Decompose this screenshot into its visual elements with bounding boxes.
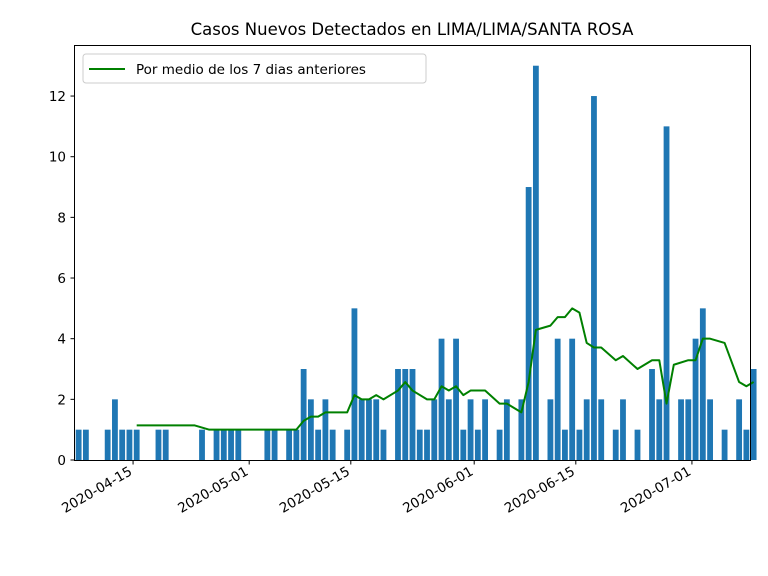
bar <box>598 399 605 460</box>
y-axis: 0 2 4 6 8 10 12 <box>49 89 75 469</box>
bar <box>438 338 445 460</box>
bar <box>431 399 438 460</box>
bar <box>554 338 561 460</box>
legend: Por medio de los 7 dias anteriores <box>82 53 427 84</box>
bar <box>736 399 743 460</box>
bar <box>213 429 220 460</box>
bar <box>685 399 692 460</box>
bar <box>649 369 655 460</box>
bar <box>322 399 329 460</box>
bar <box>373 399 380 460</box>
bar <box>358 399 365 460</box>
bar-series <box>75 65 757 461</box>
bar <box>402 369 409 460</box>
bar <box>424 429 430 460</box>
bar <box>75 429 82 460</box>
bar <box>162 429 169 460</box>
bar <box>634 429 641 460</box>
y-tick-label: 10 <box>49 150 66 166</box>
bar <box>344 429 351 460</box>
y-tick-label: 8 <box>57 210 66 226</box>
bar <box>286 429 293 460</box>
bar <box>750 369 757 460</box>
bar <box>220 429 227 460</box>
bar <box>351 308 358 460</box>
y-tick-label: 2 <box>57 392 66 408</box>
bar <box>707 399 713 460</box>
bar <box>453 338 459 460</box>
bar <box>467 399 474 460</box>
bar <box>612 429 619 460</box>
bar <box>525 187 532 460</box>
bar <box>547 399 554 460</box>
y-tick-label: 4 <box>57 332 66 348</box>
bar <box>82 429 89 460</box>
bar <box>104 429 111 460</box>
bar <box>293 429 300 460</box>
y-tick-label: 6 <box>57 271 66 287</box>
bar <box>532 65 539 461</box>
bar <box>228 429 234 460</box>
bar <box>395 369 401 460</box>
bar <box>155 429 162 460</box>
bar <box>315 429 322 460</box>
bar <box>678 399 684 460</box>
bar <box>133 429 140 460</box>
bar <box>474 429 481 460</box>
bar <box>699 308 706 460</box>
bar <box>663 126 670 461</box>
bar <box>199 429 205 460</box>
bar <box>300 369 307 460</box>
bar <box>482 399 488 460</box>
bar <box>329 429 336 460</box>
bar <box>112 399 118 460</box>
bar <box>721 429 728 460</box>
bar <box>620 399 626 460</box>
bar <box>264 429 271 460</box>
bar <box>271 429 278 460</box>
bar <box>366 399 372 460</box>
chart-title: Casos Nuevos Detectados en LIMA/LIMA/SAN… <box>191 20 634 39</box>
bar <box>503 399 510 460</box>
bar <box>576 429 583 460</box>
legend-box <box>82 53 427 84</box>
legend-label: Por medio de los 7 dias anteriores <box>136 62 366 78</box>
bar <box>380 429 387 460</box>
bar <box>583 399 590 460</box>
bar <box>562 429 568 460</box>
bar <box>569 338 576 460</box>
y-tick-label: 0 <box>57 453 66 469</box>
bar <box>445 399 452 460</box>
bar <box>416 429 423 460</box>
bar <box>591 96 597 460</box>
plot-frame <box>74 45 751 461</box>
bar <box>126 429 133 460</box>
bar <box>307 399 314 460</box>
bar <box>496 429 503 460</box>
y-tick-label: 12 <box>49 89 66 105</box>
bar <box>409 369 416 460</box>
bar <box>235 429 242 460</box>
bar <box>656 399 663 460</box>
bar <box>743 429 750 460</box>
line-series <box>136 307 755 431</box>
bar <box>119 429 126 460</box>
bar <box>518 399 525 460</box>
bar <box>692 338 699 460</box>
moving-average-line <box>136 307 755 431</box>
bar <box>460 429 467 460</box>
